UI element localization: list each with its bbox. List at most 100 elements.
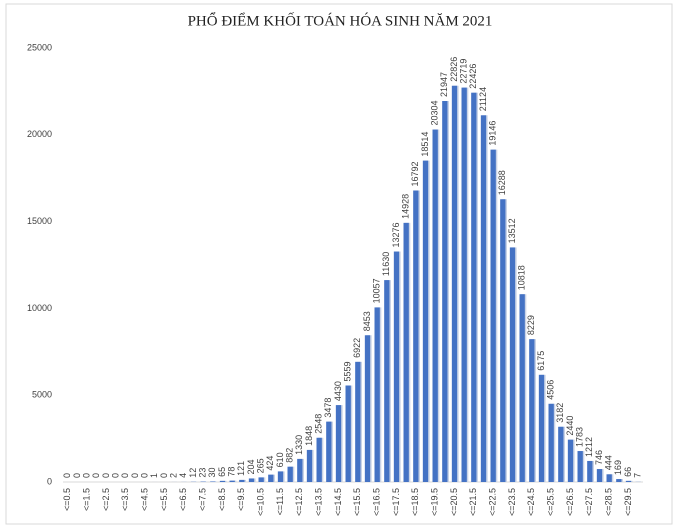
x-tick-label: <=29.5 bbox=[623, 488, 633, 516]
value-label: 0 bbox=[82, 473, 92, 478]
x-tick-label: <=3.5 bbox=[120, 488, 130, 511]
value-label: 204 bbox=[246, 459, 256, 474]
bar bbox=[548, 403, 554, 482]
bar bbox=[625, 480, 632, 482]
x-tick-label: <=26.5 bbox=[565, 488, 575, 516]
bar bbox=[306, 449, 313, 482]
bar bbox=[210, 481, 216, 482]
bar bbox=[432, 129, 438, 482]
bar bbox=[596, 469, 603, 482]
bar bbox=[374, 307, 380, 482]
x-tick-label: <=8.5 bbox=[217, 488, 227, 511]
x-tick-label: <=13.5 bbox=[314, 488, 324, 516]
bar bbox=[451, 85, 458, 483]
bar bbox=[529, 339, 535, 482]
value-label: 3182 bbox=[555, 403, 565, 423]
value-label: 0 bbox=[159, 473, 169, 478]
bar bbox=[500, 199, 506, 482]
value-label: 4506 bbox=[546, 380, 556, 400]
bar bbox=[442, 101, 448, 483]
y-tick-label: 15000 bbox=[27, 216, 52, 226]
x-tick-label: <=18.5 bbox=[410, 488, 420, 516]
value-label: 121 bbox=[236, 461, 246, 476]
value-label: 23 bbox=[198, 468, 208, 478]
x-tick-label: <=15.5 bbox=[352, 488, 362, 516]
value-label: 6175 bbox=[536, 351, 546, 371]
bar bbox=[316, 437, 322, 482]
value-label: 0 bbox=[101, 473, 111, 478]
y-tick-label: 5000 bbox=[32, 390, 52, 400]
value-label: 1330 bbox=[294, 435, 304, 455]
bar bbox=[480, 115, 487, 483]
bar bbox=[471, 92, 477, 483]
value-label: 16792 bbox=[410, 161, 420, 186]
bar bbox=[422, 160, 429, 482]
x-tick-label: <=25.5 bbox=[546, 488, 556, 516]
bar bbox=[616, 479, 622, 482]
value-label: 16288 bbox=[497, 170, 507, 195]
x-tick-label: <=28.5 bbox=[604, 488, 614, 516]
bar bbox=[345, 385, 351, 482]
value-label: 8453 bbox=[362, 311, 372, 331]
chart-title: PHỔ ĐIỂM KHỐI TOÁN HÓA SINH NĂM 2021 bbox=[188, 11, 493, 29]
value-label: 746 bbox=[594, 450, 604, 465]
bar bbox=[519, 294, 525, 482]
value-label: 65 bbox=[217, 467, 227, 477]
bar bbox=[239, 479, 245, 482]
x-tick-label: <=17.5 bbox=[391, 488, 401, 516]
bar bbox=[461, 87, 467, 483]
value-label: 2548 bbox=[314, 414, 324, 434]
value-label: 13512 bbox=[507, 218, 517, 243]
bar bbox=[403, 222, 409, 482]
value-label: 78 bbox=[227, 467, 237, 477]
value-label: 11630 bbox=[381, 252, 391, 276]
x-tick-label: <=11.5 bbox=[275, 488, 285, 515]
bar bbox=[229, 480, 235, 482]
value-label: 5559 bbox=[343, 361, 353, 381]
value-label: 1212 bbox=[584, 437, 594, 457]
value-label: 0 bbox=[120, 473, 130, 478]
y-tick-label: 20000 bbox=[27, 129, 52, 139]
value-label: 444 bbox=[604, 455, 614, 470]
bar bbox=[258, 477, 264, 482]
y-tick-label: 25000 bbox=[27, 42, 52, 52]
bar bbox=[538, 374, 545, 482]
x-tick-label: <=9.5 bbox=[236, 488, 246, 511]
bar bbox=[413, 190, 419, 482]
value-label: 1 bbox=[149, 473, 159, 478]
value-label: 0 bbox=[140, 473, 150, 478]
bar bbox=[287, 466, 293, 482]
value-label: 18514 bbox=[420, 132, 430, 157]
x-tick-label: <=5.5 bbox=[159, 488, 169, 511]
x-tick-label: <=16.5 bbox=[372, 488, 382, 516]
value-label: 1783 bbox=[575, 427, 585, 447]
bar bbox=[587, 460, 593, 482]
x-tick-label: <=12.5 bbox=[294, 488, 304, 516]
x-tick-label: <=10.5 bbox=[256, 488, 266, 516]
value-label: 0 bbox=[130, 473, 140, 478]
bar bbox=[606, 474, 612, 482]
x-tick-label: <=20.5 bbox=[449, 488, 459, 516]
value-label: 13276 bbox=[391, 222, 401, 247]
x-tick-label: <=1.5 bbox=[82, 488, 92, 511]
bar bbox=[335, 405, 342, 482]
bar bbox=[219, 480, 226, 482]
value-label: 30 bbox=[207, 467, 217, 477]
bar bbox=[277, 471, 284, 482]
x-tick-label: <=2.5 bbox=[101, 488, 111, 511]
value-label: 22426 bbox=[468, 64, 478, 89]
x-tick-label: <=27.5 bbox=[584, 488, 594, 516]
value-label: 12 bbox=[188, 468, 198, 478]
value-label: 610 bbox=[275, 452, 285, 467]
value-label: 21947 bbox=[439, 72, 449, 97]
bar bbox=[558, 426, 564, 482]
value-label: 14928 bbox=[401, 194, 411, 219]
value-label: 22719 bbox=[459, 59, 469, 84]
bar bbox=[248, 478, 255, 482]
value-label: 169 bbox=[613, 460, 623, 475]
value-label: 19146 bbox=[488, 121, 498, 146]
bar bbox=[297, 458, 303, 482]
x-tick-label: <=19.5 bbox=[430, 488, 440, 516]
bar bbox=[384, 280, 390, 482]
